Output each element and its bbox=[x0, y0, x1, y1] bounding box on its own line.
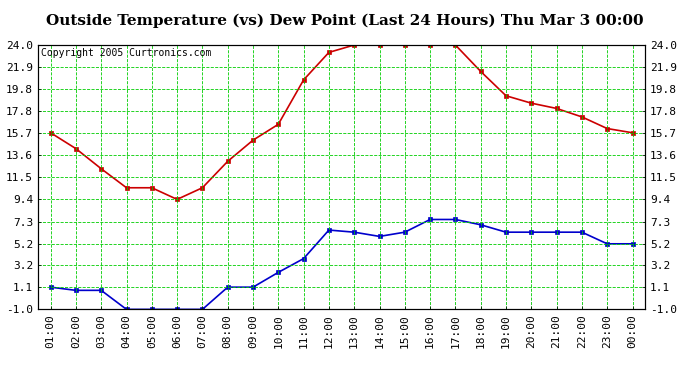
Text: Outside Temperature (vs) Dew Point (Last 24 Hours) Thu Mar 3 00:00: Outside Temperature (vs) Dew Point (Last… bbox=[46, 13, 644, 27]
Text: Copyright 2005 Curtronics.com: Copyright 2005 Curtronics.com bbox=[41, 48, 211, 58]
